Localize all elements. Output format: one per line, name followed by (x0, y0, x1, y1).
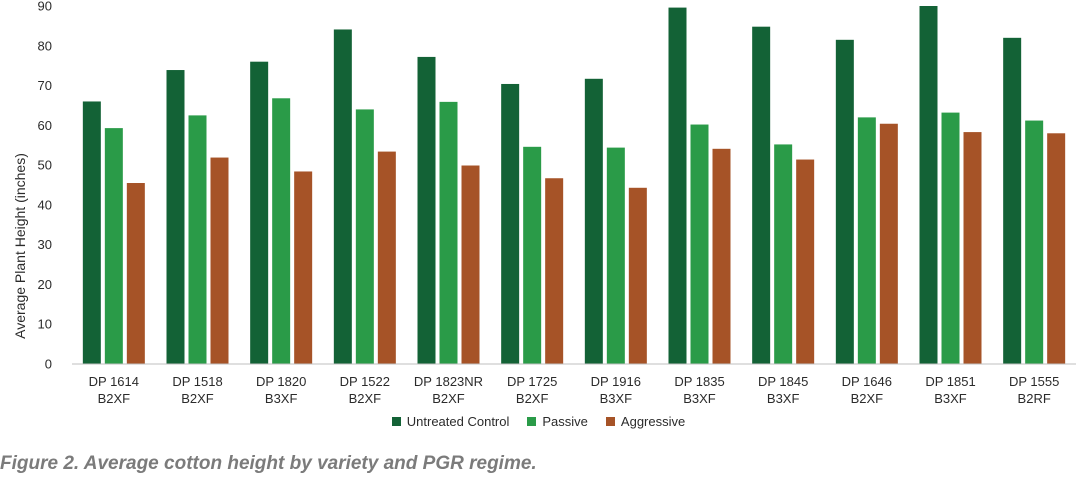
bar-aggressive (461, 165, 480, 364)
x-tick-label-line: B2RF (1018, 391, 1051, 406)
bar-untreated-control (166, 70, 185, 364)
bar-passive (272, 98, 291, 364)
bar-untreated-control (501, 83, 520, 364)
bars (82, 6, 1066, 365)
x-tick-label-line: B2XF (349, 391, 382, 406)
x-tick-label-line: B2XF (181, 391, 214, 406)
y-tick-label: 60 (38, 118, 52, 133)
bar-untreated-control (417, 56, 436, 364)
x-tick-label-line: B3XF (767, 391, 800, 406)
bar-aggressive (963, 132, 982, 364)
x-tick-label-line: B3XF (683, 391, 716, 406)
bar-untreated-control (835, 39, 854, 365)
x-tick-label-line: B2XF (432, 391, 465, 406)
bar-passive (188, 115, 207, 364)
legend: Untreated Control Passive Aggressive (0, 414, 1077, 429)
x-tick-label-line: DP 1845 (758, 374, 808, 389)
y-tick-label: 50 (38, 158, 52, 173)
bar-untreated-control (1003, 37, 1022, 364)
legend-label: Passive (542, 414, 588, 429)
bar-passive (857, 117, 876, 364)
x-tick-label: DP 1646 B2XF (842, 374, 892, 406)
x-tick-label-line: DP 1725 (507, 374, 557, 389)
bar-passive (523, 146, 542, 364)
legend-swatch (391, 417, 401, 426)
legend-item: Aggressive (605, 414, 686, 429)
x-tick-label: DP 1522 B2XF (340, 374, 390, 406)
legend-swatch (527, 417, 537, 426)
x-tick-label: DP 1835 B3XF (674, 374, 724, 406)
x-tick-label-line: DP 1820 (256, 374, 306, 389)
x-tick-label: DP 1555 B2RF (1009, 374, 1059, 406)
bar-aggressive (545, 178, 564, 364)
bar-passive (774, 144, 793, 364)
y-tick-label: 20 (38, 277, 52, 292)
x-tick-label-line: B2XF (851, 391, 884, 406)
bar-aggressive (1047, 133, 1066, 364)
x-axis-labels: DP 1614 B2XF DP 1518 B2XF DP 1820 B3XF DP 1522… (89, 374, 1060, 406)
legend-label: Untreated Control (406, 414, 510, 429)
bar-aggressive (126, 183, 145, 364)
y-tick-label: 90 (38, 0, 52, 14)
x-tick-label-line: DP 1518 (172, 374, 222, 389)
x-tick-label-line: DP 1916 (591, 374, 641, 389)
bar-aggressive (628, 187, 647, 364)
x-tick-label-line: DP 1835 (674, 374, 724, 389)
y-tick-label: 40 (38, 197, 52, 212)
y-tick-label: 0 (45, 357, 52, 372)
legend-item: Passive (527, 414, 588, 429)
bar-passive (355, 109, 374, 364)
y-tick-label: 30 (38, 237, 52, 252)
y-axis-ticks: 0 10 20 30 40 50 60 70 80 90 (38, 0, 52, 372)
legend-item: Untreated Control (391, 414, 510, 429)
x-tick-label: DP 1845 B3XF (758, 374, 808, 406)
x-tick-label-line: B2XF (98, 391, 131, 406)
bar-passive (690, 124, 709, 364)
x-tick-label: DP 1851 B3XF (925, 374, 975, 406)
bar-passive (104, 128, 123, 364)
figure-caption: Figure 2. Average cotton height by varie… (0, 453, 537, 474)
x-tick-label: DP 1820 B3XF (256, 374, 306, 406)
y-axis-title: Average Plant Height (inches) (12, 153, 28, 339)
legend-swatch (605, 417, 615, 426)
bar-passive (1025, 120, 1044, 364)
x-tick-label-line: B3XF (600, 391, 633, 406)
x-tick-label: DP 1614 B2XF (89, 374, 139, 406)
bar-aggressive (879, 123, 898, 365)
bar-passive (439, 101, 458, 364)
bar-untreated-control (752, 26, 771, 364)
bar-aggressive (712, 148, 731, 364)
bar-passive (941, 112, 960, 364)
bar-untreated-control (668, 7, 687, 364)
x-tick-label-line: B2XF (516, 391, 549, 406)
x-tick-label: DP 1916 B3XF (591, 374, 641, 406)
bar-passive (606, 147, 625, 364)
bar-chart: 0 10 20 30 40 50 60 70 80 90 DP 1614 B2XF DP 1518 B2… (12, 0, 1076, 406)
x-tick-label-line: DP 1555 (1009, 374, 1059, 389)
y-tick-label: 70 (38, 78, 52, 93)
legend-label: Aggressive (620, 414, 686, 429)
bar-untreated-control (333, 29, 352, 364)
x-tick-label: DP 1725 B2XF (507, 374, 557, 406)
x-tick-label: DP 1823NR B2XF (414, 374, 483, 406)
bar-untreated-control (919, 6, 938, 364)
bar-aggressive (377, 151, 396, 364)
bar-aggressive (796, 159, 815, 364)
x-tick-label-line: DP 1614 (89, 374, 139, 389)
y-tick-label: 80 (38, 38, 52, 53)
bar-aggressive (210, 157, 229, 364)
x-tick-label-line: B3XF (934, 391, 967, 406)
bar-aggressive (294, 171, 313, 364)
bar-untreated-control (584, 78, 603, 364)
x-tick-label-line: B3XF (265, 391, 298, 406)
x-tick-label-line: DP 1851 (925, 374, 975, 389)
y-tick-label: 10 (38, 317, 52, 332)
x-tick-label-line: DP 1646 (842, 374, 892, 389)
x-tick-label-line: DP 1823NR (414, 374, 483, 389)
bar-untreated-control (82, 101, 101, 364)
bar-untreated-control (250, 61, 269, 364)
x-tick-label: DP 1518 B2XF (172, 374, 222, 406)
x-tick-label-line: DP 1522 (340, 374, 390, 389)
